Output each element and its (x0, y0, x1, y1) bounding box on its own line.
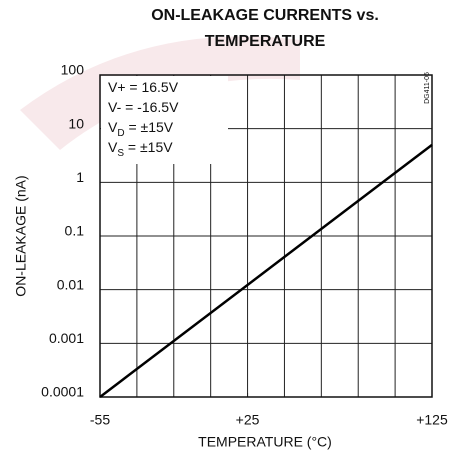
annotation: V+ = 16.5V (108, 79, 179, 95)
y-axis-label: ON-LEAKAGE (nA) (13, 175, 29, 296)
x-axis-label: TEMPERATURE (°C) (198, 434, 332, 450)
y-tick-label: 10 (68, 115, 84, 131)
y-tick-label: 1 (76, 169, 84, 185)
y-tick-label: 0.01 (57, 276, 84, 292)
data-line (99, 143, 433, 398)
annotation-background (101, 76, 228, 164)
plot-frame (99, 74, 433, 398)
annotation-part: V+ = 16.5V (108, 79, 179, 95)
y-tick-label: 0.0001 (41, 384, 84, 400)
annotation: VS = ±15V (108, 139, 173, 159)
annotation-part: V (108, 139, 118, 155)
y-tick-label: 100 (61, 62, 85, 78)
annotation: V- = -16.5V (108, 99, 179, 115)
x-tick-label: -55 (90, 412, 110, 428)
annotation-part: S (117, 148, 124, 159)
annotation-part: D (117, 128, 124, 139)
annotation-part: = ±15V (125, 119, 174, 135)
chart-title: ON-LEAKAGE CURRENTS vs. (151, 7, 379, 24)
figure-id: DG411-06 (424, 72, 431, 104)
annotation-part: V (108, 119, 118, 135)
chart-title: TEMPERATURE (205, 33, 326, 50)
annotation: VD = ±15V (108, 119, 174, 139)
y-tick-label: 0.001 (49, 330, 84, 346)
x-tick-label: +125 (416, 412, 448, 428)
annotation-part: V- = -16.5V (108, 99, 179, 115)
x-tick-label: +25 (236, 412, 260, 428)
annotation-part: = ±15V (124, 139, 173, 155)
y-tick-label: 0.1 (65, 223, 85, 239)
